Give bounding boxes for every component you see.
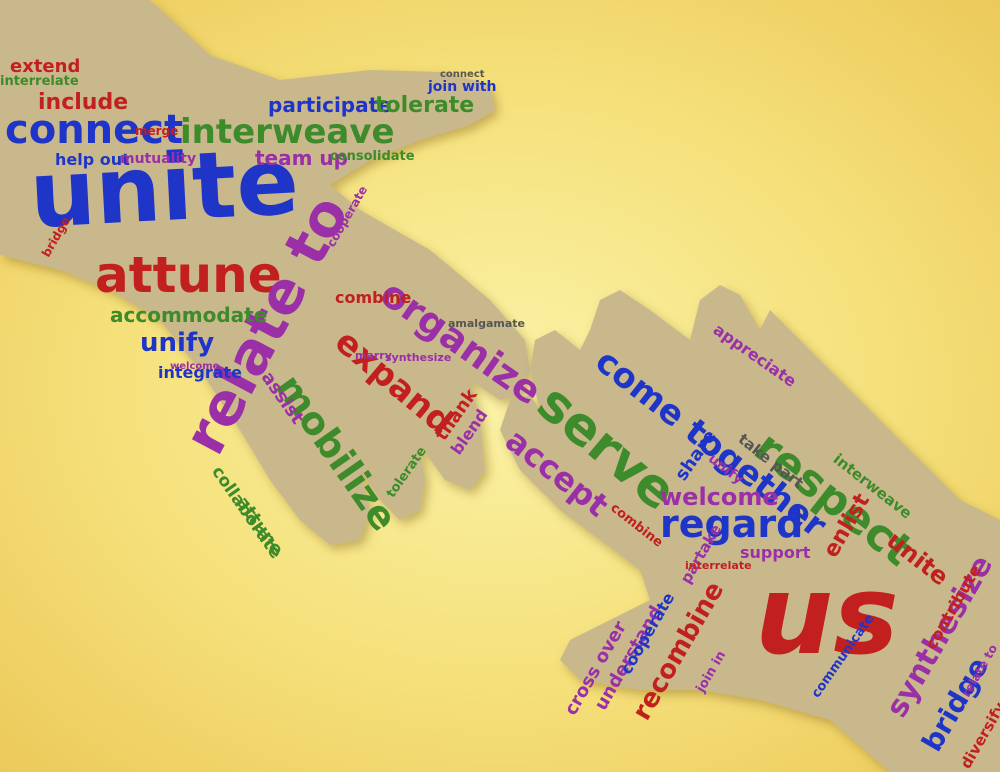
word-support: support <box>740 543 811 562</box>
word-team-up: team up <box>255 146 348 170</box>
word-amalgamate: amalgamate <box>448 317 525 330</box>
word-welcome-r: welcome <box>660 483 779 511</box>
word-interweave: interweave <box>180 112 395 152</box>
word-attune: attune <box>95 246 282 304</box>
word-participate: participate <box>268 93 392 117</box>
word-unify: unify <box>140 328 215 358</box>
word-tolerate: tolerate <box>375 93 475 118</box>
word-merge: merge <box>135 124 179 138</box>
word-marry: marry <box>355 349 392 362</box>
word-extend: extend <box>10 56 81 77</box>
word-accommodate: accommodate <box>110 303 268 327</box>
word-consolidate: consolidate <box>330 149 415 164</box>
left-hand-shape <box>0 0 530 545</box>
word-us: us <box>755 551 899 679</box>
right-hand-shape <box>500 285 1000 772</box>
word-integrate: integrate <box>158 363 243 382</box>
word-synthesize: synthesize <box>385 351 452 364</box>
word-join-with: join with <box>428 79 497 95</box>
word-connect-small: connect <box>440 69 485 80</box>
word-help-out: help out <box>55 150 130 169</box>
word-interrelate: interrelate <box>0 74 79 89</box>
word-regard: regard <box>660 502 804 546</box>
word-include: include <box>38 90 129 115</box>
word-mutuality: mutuality <box>120 151 197 167</box>
word-connect: connect <box>5 107 184 153</box>
word-combine: combine <box>335 288 412 307</box>
word-interrelate-r: interrelate <box>685 559 752 572</box>
word-welcome: welcome <box>170 361 220 372</box>
